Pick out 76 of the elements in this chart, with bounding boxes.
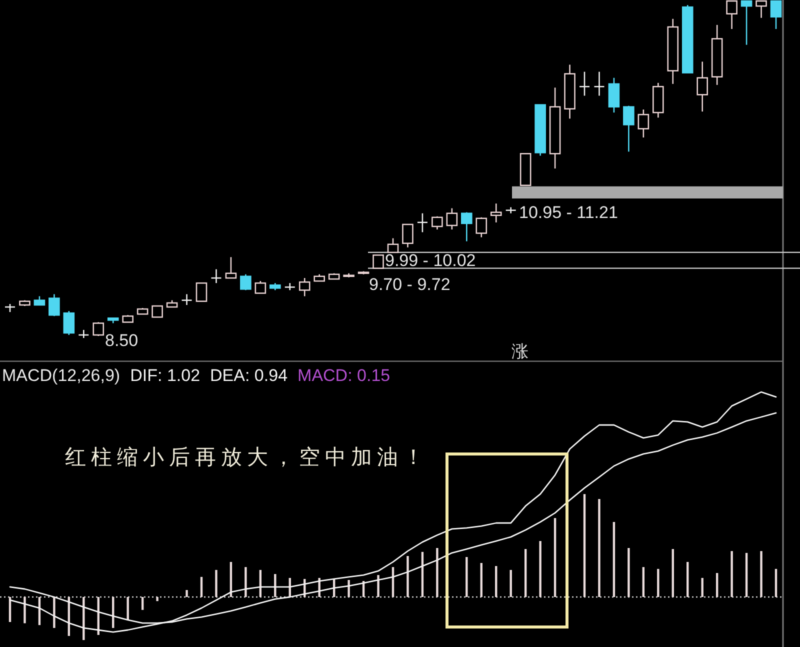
candlestick [402, 224, 414, 248]
bar [539, 541, 542, 597]
candlestick [446, 208, 458, 230]
bar [200, 576, 203, 597]
candlestick [770, 0, 782, 30]
bar [760, 551, 762, 597]
bar [215, 570, 218, 597]
candlestick [63, 310, 75, 336]
bar [686, 562, 689, 597]
candlestick [210, 268, 222, 284]
candlestick [432, 216, 443, 230]
candlestick [372, 254, 384, 269]
candlestick [505, 206, 516, 214]
bar [612, 522, 616, 597]
bar [745, 552, 748, 597]
bar [436, 548, 438, 597]
bar [672, 549, 674, 597]
candlestick [623, 105, 634, 152]
candlestick [416, 212, 428, 233]
annotation: 10.95 - 11.21 [519, 203, 618, 222]
chart-title: MACD(12,26,9) [2, 366, 120, 385]
candlestick [78, 329, 90, 339]
candlestick [298, 277, 310, 297]
candlestick [608, 77, 620, 114]
bar [126, 597, 129, 620]
bar [716, 573, 718, 597]
candlestick [152, 305, 163, 318]
bar [495, 566, 498, 597]
bar [583, 494, 586, 597]
bar [53, 597, 56, 628]
candlestick [740, 0, 752, 46]
candlestick [578, 71, 590, 96]
candlestick [92, 322, 104, 337]
bar [141, 597, 144, 610]
candlestick [196, 282, 208, 302]
candlestick [696, 61, 708, 112]
text: DEA: 0.94 [210, 366, 288, 385]
bar [244, 567, 247, 597]
candlestick [594, 71, 605, 96]
candlestick [461, 212, 472, 242]
bar [377, 575, 380, 597]
candlestick [387, 238, 399, 254]
candlestick [254, 280, 266, 294]
candlestick [181, 294, 192, 306]
candlestick [225, 256, 237, 279]
annotation: 9.99 - 10.02 [385, 251, 476, 270]
bar [406, 556, 409, 597]
bar [274, 574, 276, 597]
bar [466, 557, 468, 597]
bar [186, 590, 188, 597]
bar [524, 549, 527, 597]
bar [554, 518, 556, 597]
text: DIF: 1.02 [130, 366, 200, 385]
text: MACD: 0.15 [298, 366, 390, 385]
annotation: 9.70 - 9.72 [369, 275, 450, 294]
text: 涨 [512, 342, 528, 362]
bar [701, 578, 704, 597]
candlestick [638, 108, 650, 138]
annotation: 红柱缩小后再放大，空中加油！ [65, 445, 429, 469]
candlestick [476, 216, 488, 238]
bar [657, 568, 660, 597]
bar [480, 562, 482, 597]
bar [774, 568, 778, 597]
bar [730, 551, 733, 597]
bar [24, 597, 26, 624]
bar [510, 570, 512, 597]
candlestick [240, 274, 252, 291]
candlestick [48, 294, 60, 317]
bar [598, 499, 600, 597]
bar [348, 580, 350, 597]
bar [82, 597, 85, 640]
bar [642, 567, 645, 597]
candlestick [490, 202, 502, 224]
annotation: 8.50 [105, 331, 138, 350]
bar [628, 548, 630, 597]
bar [156, 597, 158, 602]
